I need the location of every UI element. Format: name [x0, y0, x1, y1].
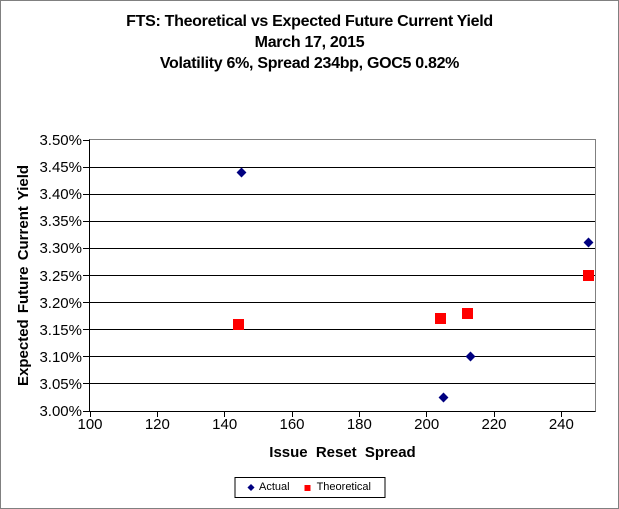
x-tick-label: 140 — [212, 416, 238, 433]
y-tick-label: 3.05% — [39, 375, 82, 393]
gridline — [90, 193, 595, 195]
y-tick-label: 3.10% — [39, 348, 82, 366]
chart-title-line1: FTS: Theoretical vs Expected Future Curr… — [126, 13, 493, 30]
data-point-actual — [438, 392, 449, 403]
x-tick-mark — [493, 411, 495, 417]
x-tick-mark — [426, 411, 428, 417]
y-tick-mark — [83, 247, 89, 249]
legend-label: Theoretical — [316, 481, 371, 493]
legend-label: Actual — [259, 481, 290, 493]
y-tick-label: 3.20% — [39, 294, 82, 312]
gridline — [90, 383, 595, 385]
y-tick-mark — [83, 166, 89, 168]
gridline — [90, 275, 595, 276]
gridline — [90, 356, 595, 358]
chart-title: FTS: Theoretical vs Expected Future Curr… — [1, 11, 618, 74]
x-axis-title: Issue Reset Spread — [269, 444, 416, 461]
y-tick-label: 3.25% — [39, 267, 82, 285]
x-tick-mark — [358, 411, 360, 417]
x-tick-mark — [560, 411, 562, 417]
x-tick-label: 100 — [77, 416, 103, 433]
x-tick-mark — [224, 411, 226, 417]
gridline — [90, 247, 595, 249]
x-tick-label: 120 — [144, 416, 170, 433]
y-tick-label: 3.50% — [39, 132, 82, 149]
x-tick-mark — [291, 411, 293, 417]
y-tick-mark — [83, 220, 89, 222]
x-tick-label: 220 — [481, 416, 507, 433]
chart-title-line2: March 17, 2015 — [254, 34, 365, 51]
y-tick-label: 3.45% — [39, 159, 82, 177]
data-point-actual — [583, 238, 594, 248]
y-tick-mark — [83, 329, 89, 331]
y-tick-label: 3.35% — [39, 213, 82, 231]
gridline — [90, 302, 595, 304]
data-point-actual — [236, 167, 247, 178]
legend: Actual Theoretical — [234, 477, 385, 498]
y-tick-mark — [83, 139, 89, 141]
legend-marker-theoretical-icon — [304, 484, 311, 491]
legend-item-theoretical: Theoretical — [304, 481, 371, 494]
data-point-theoretical — [232, 318, 244, 330]
x-tick-mark — [89, 411, 91, 417]
y-tick-mark — [83, 356, 89, 358]
x-tick-label: 160 — [279, 416, 305, 433]
y-tick-label: 3.00% — [39, 403, 82, 420]
y-tick-mark — [83, 410, 89, 412]
y-tick-mark — [83, 275, 89, 276]
x-tick-mark — [156, 411, 158, 417]
chart-title-line3: Volatility 6%, Spread 234bp, GOC5 0.82% — [159, 55, 460, 72]
y-tick-label: 3.40% — [39, 186, 82, 204]
x-tick-label: 240 — [548, 416, 574, 433]
gridline — [90, 166, 595, 168]
y-tick-label: 3.15% — [39, 321, 82, 339]
data-point-theoretical — [582, 270, 594, 281]
legend-item-actual: Actual — [246, 481, 290, 494]
gridline — [90, 329, 595, 331]
y-tick-label: 3.30% — [39, 240, 82, 258]
x-tick-label: 180 — [346, 416, 372, 433]
y-tick-mark — [83, 193, 89, 195]
legend-marker-actual-icon — [246, 483, 255, 492]
x-tick-label: 200 — [414, 416, 440, 433]
y-tick-mark — [83, 302, 89, 304]
y-tick-mark — [83, 383, 89, 385]
data-point-actual — [465, 351, 476, 362]
gridline — [90, 220, 595, 222]
plot-area: 3.00% 3.05% 3.10% 3.15% 3.20% 3.25% 3.30% 3.35%… — [39, 133, 596, 432]
data-point-theoretical — [434, 313, 446, 325]
data-point-theoretical — [461, 307, 473, 319]
